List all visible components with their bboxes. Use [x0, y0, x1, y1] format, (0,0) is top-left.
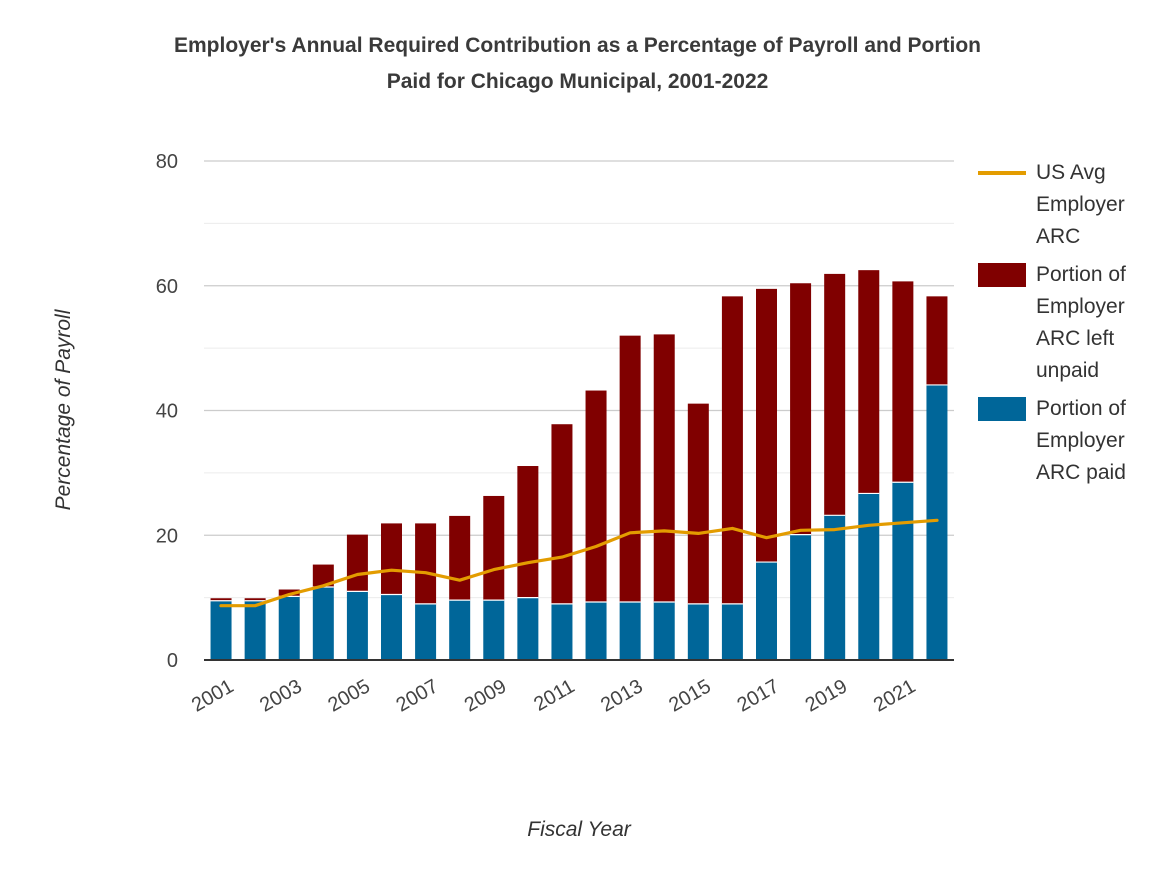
series-line[interactable]	[219, 518, 939, 608]
x-tick-label: 2019	[802, 675, 852, 716]
bar-segment[interactable]	[585, 601, 607, 660]
bar-segment[interactable]	[517, 466, 539, 598]
legend-label: Portion of Employer ARC paid	[1036, 397, 1126, 484]
chart-title: Employer's Annual Required Contribution …	[0, 28, 1155, 100]
x-tick-label: 2001	[188, 675, 238, 716]
bar-segment[interactable]	[721, 296, 743, 604]
legend-item-us-avg[interactable]: US Avg Employer ARC	[978, 157, 1158, 253]
y-tick-label: 60	[156, 276, 178, 298]
bar-segment[interactable]	[381, 594, 402, 660]
bar-segment[interactable]	[483, 600, 505, 660]
x-tick-label: 2003	[256, 675, 306, 716]
x-tick-label: 2005	[324, 675, 374, 716]
bar-segment[interactable]	[585, 390, 607, 602]
x-axis-title: Fiscal Year	[527, 818, 631, 841]
bar-segment[interactable]	[517, 597, 539, 660]
bar-segment[interactable]	[210, 598, 232, 601]
chart-title-line-1: Employer's Annual Required Contribution …	[173, 34, 981, 57]
bar-segment[interactable]	[346, 591, 368, 660]
y-tick-label: 40	[156, 401, 178, 423]
line-series	[219, 518, 939, 608]
chart-title-line-2: Paid for Chicago Municipal, 2001-2022	[386, 70, 769, 93]
x-tick-label: 2007	[393, 675, 443, 716]
bar-segment[interactable]	[210, 600, 232, 660]
legend-swatch-box	[978, 397, 1026, 421]
bar-segment[interactable]	[926, 384, 948, 660]
bar-segment[interactable]	[858, 493, 880, 660]
bar-segment[interactable]	[415, 523, 437, 604]
bar-segment[interactable]	[312, 564, 334, 588]
bar-segment[interactable]	[619, 335, 641, 602]
bar-segment[interactable]	[449, 515, 471, 601]
bar-segment[interactable]	[278, 596, 300, 660]
bar-segment[interactable]	[687, 603, 709, 660]
bar-segment[interactable]	[312, 587, 334, 660]
legend: US Avg Employer ARC Portion of Employer …	[978, 157, 1158, 495]
bar-segment[interactable]	[244, 598, 266, 601]
legend-swatch-line	[978, 171, 1026, 175]
bar-segment[interactable]	[926, 296, 948, 385]
bar-segment[interactable]	[551, 424, 573, 604]
x-tick-label: 2017	[733, 675, 783, 716]
x-tick-label: 2021	[870, 675, 920, 716]
y-tick-label: 20	[156, 525, 178, 547]
bars	[210, 270, 948, 660]
legend-label: US Avg Employer ARC	[1036, 161, 1125, 248]
x-tick-label: 2009	[461, 675, 511, 716]
bar-segment[interactable]	[687, 403, 709, 604]
bar-segment[interactable]	[449, 600, 471, 660]
x-tick-label: 2011	[530, 675, 578, 716]
y-tick-label: 80	[156, 151, 178, 173]
bar-segment[interactable]	[381, 523, 402, 595]
bar-segment[interactable]	[892, 281, 914, 483]
legend-label: Portion of Employer ARC left unpaid	[1036, 263, 1126, 382]
bar-segment[interactable]	[824, 515, 846, 660]
bar-segment[interactable]	[653, 601, 675, 660]
x-tick-label: 2013	[597, 675, 647, 716]
y-axis-title: Percentage of Payroll	[52, 308, 75, 510]
bar-segment[interactable]	[858, 270, 880, 494]
bar-segment[interactable]	[346, 534, 368, 592]
bar-segment[interactable]	[790, 534, 812, 660]
bar-segment[interactable]	[415, 603, 437, 660]
bar-segment[interactable]	[483, 495, 505, 601]
bar-segment[interactable]	[244, 600, 266, 660]
bar-segment[interactable]	[756, 288, 777, 563]
bar-segment[interactable]	[892, 482, 914, 660]
bar-segment[interactable]	[619, 601, 641, 660]
legend-swatch-box	[978, 263, 1026, 287]
bar-segment[interactable]	[551, 603, 573, 660]
y-tick-label: 0	[167, 650, 178, 672]
bar-segment[interactable]	[653, 334, 675, 602]
bar-segment[interactable]	[790, 283, 812, 535]
bar-segment[interactable]	[824, 273, 846, 516]
bar-segment[interactable]	[721, 603, 743, 660]
legend-item-paid[interactable]: Portion of Employer ARC paid	[978, 393, 1158, 489]
bar-segment[interactable]	[756, 562, 777, 660]
legend-item-unpaid[interactable]: Portion of Employer ARC left unpaid	[978, 259, 1158, 387]
x-tick-label: 2015	[665, 675, 715, 716]
